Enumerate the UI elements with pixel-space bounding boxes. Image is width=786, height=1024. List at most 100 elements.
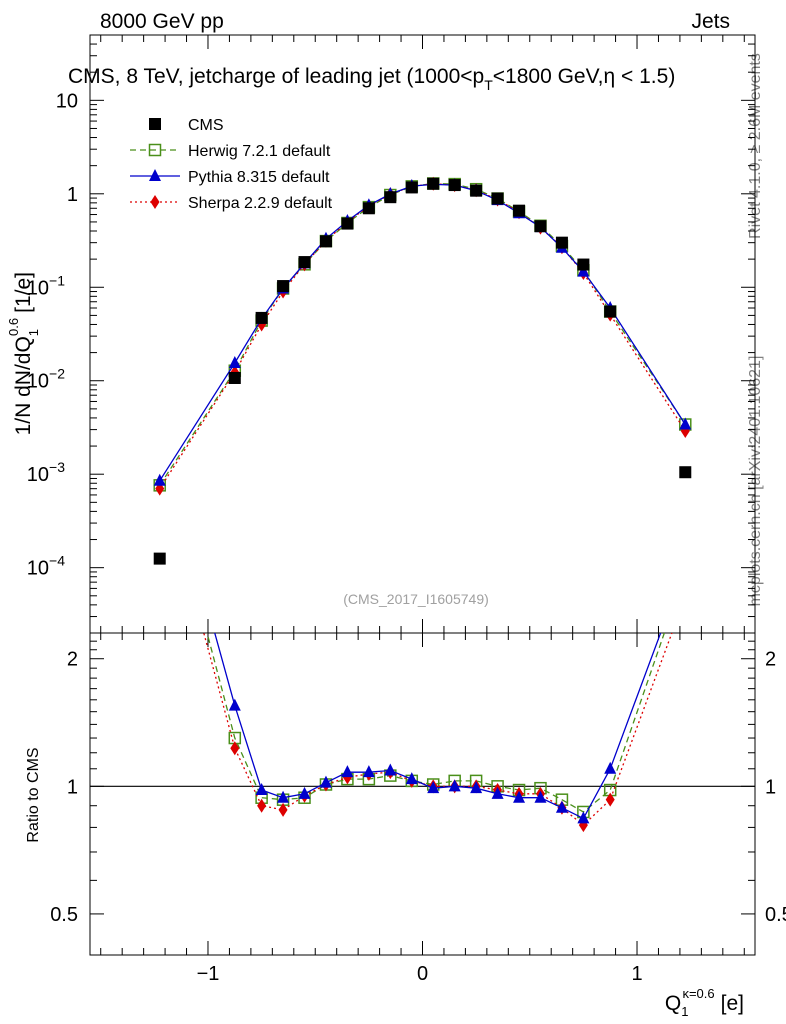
- chart-title-part1: CMS, 8 TeV, jetcharge of leading jet (10…: [68, 65, 484, 88]
- data-point-cms: [384, 191, 397, 204]
- ratio-point-herwig: [154, 448, 165, 459]
- ratio-point-pythia: [534, 790, 547, 803]
- legend-label: Pythia 8.315 default: [188, 169, 330, 186]
- legend-item: Herwig 7.2.1 default: [130, 143, 331, 160]
- y-tick-label: 1: [67, 184, 78, 206]
- data-point-cms: [577, 258, 590, 271]
- ratio-point-sherpa: [278, 802, 288, 817]
- header-process-label: Jets: [691, 10, 730, 33]
- ratio-point-pythia: [427, 781, 440, 794]
- data-point-cms: [513, 204, 526, 217]
- y-tick-base: 10: [27, 277, 49, 299]
- x-tick-label: 1: [631, 963, 642, 985]
- y-tick-base: 10: [27, 558, 49, 580]
- ratio-y-tick-label-right: 0.5: [765, 904, 786, 926]
- data-point-cms: [470, 184, 483, 197]
- legend-item: Sherpa 2.2.9 default: [130, 195, 333, 212]
- ratio-point-pythia: [679, 560, 691, 572]
- data-point-pythia: [153, 473, 166, 486]
- data-point-cms: [604, 305, 617, 318]
- ratio-point-sherpa: [605, 792, 615, 807]
- ratio-point-pythia: [448, 779, 461, 792]
- data-point-cms: [362, 202, 375, 215]
- chart-title-part2: <1800 GeV,η < 1.5): [493, 65, 676, 88]
- ratio-point-sherpa: [230, 741, 240, 756]
- ratio-point-pythia: [277, 790, 290, 803]
- x-axis-label-sup: κ=0.6: [682, 986, 714, 1001]
- y-tick-label: 10−3: [27, 459, 65, 486]
- ratio-point-pythia: [577, 811, 590, 824]
- data-point-pythia: [228, 355, 241, 368]
- y-tick-exponent: −3: [49, 459, 65, 475]
- y-tick-base: 10: [27, 464, 49, 486]
- chart-title: CMS, 8 TeV, jetcharge of leading jet (10…: [68, 65, 675, 93]
- ratio-point-pythia: [362, 765, 375, 778]
- ratio-point-pythia: [470, 781, 483, 794]
- chart-title-sub: T: [484, 77, 493, 93]
- ratio-plot-panel: −1 0 1 2 2 1 1 0.5 0.5: [50, 426, 786, 985]
- ratio-point-pythia: [154, 426, 166, 438]
- y-tick-label: 10−1: [27, 272, 65, 299]
- x-axis-label: Q1 κ=0.6 [e]: [665, 986, 744, 1019]
- x-axis-label-sub: 1: [681, 1004, 688, 1019]
- analysis-id-label: (CMS_2017_I1605749): [343, 591, 489, 607]
- y-axis-label-sub: 1: [26, 329, 41, 336]
- ratio-plot-frame: [89, 632, 756, 956]
- legend: CMS Herwig 7.2.1 default Pythia 8.315 defa…: [130, 117, 333, 212]
- data-point-cms: [405, 181, 418, 194]
- x-axis-label-q: Q: [665, 992, 681, 1015]
- ratio-point-pythia: [255, 783, 268, 796]
- data-point-cms: [255, 311, 268, 324]
- ratio-y-axis-label: Ratio to CMS: [25, 747, 42, 842]
- legend-marker: [149, 118, 161, 130]
- data-point-cms: [153, 552, 166, 565]
- data-point-cms: [341, 217, 354, 230]
- legend-label: Sherpa 2.2.9 default: [188, 195, 333, 212]
- ratio-point-pythia: [491, 786, 504, 799]
- data-point-cms: [555, 236, 568, 249]
- data-point-cms: [679, 466, 692, 479]
- data-point-pythia: [679, 417, 692, 430]
- ratio-point-pythia: [555, 800, 568, 813]
- x-tick-label: −1: [197, 963, 220, 985]
- main-series-group: [153, 176, 692, 565]
- ratio-point-pythia: [298, 786, 311, 799]
- ratio-point-pythia: [228, 698, 241, 711]
- ratio-point-herwig: [680, 567, 691, 578]
- legend-label: Herwig 7.2.1 default: [188, 143, 331, 160]
- y-tick-label: 10: [56, 90, 78, 112]
- y-tick-exponent: −2: [49, 366, 65, 382]
- ratio-point-sherpa: [681, 590, 690, 604]
- y-tick-label: 10−4: [27, 553, 65, 580]
- legend-marker: [149, 169, 161, 181]
- ratio-y-tick-label: 0.5: [50, 904, 78, 926]
- x-tick-label: 0: [417, 963, 428, 985]
- data-point-cms: [319, 235, 332, 248]
- ratio-point-pythia: [341, 765, 354, 778]
- series-line-pythia: [159, 183, 686, 482]
- legend-label: CMS: [188, 117, 224, 134]
- legend-item: Pythia 8.315 default: [130, 169, 330, 186]
- data-point-cms: [277, 280, 290, 293]
- data-point-pythia: [577, 264, 590, 277]
- legend-marker: [148, 143, 162, 157]
- ratio-line-pythia: [214, 633, 662, 820]
- ratio-point-pythia: [319, 775, 332, 788]
- ratio-y-tick-label: 2: [67, 649, 78, 671]
- y-tick-base: 10: [27, 371, 49, 393]
- x-axis-label-unit: [e]: [721, 992, 744, 1015]
- data-point-cms: [228, 371, 241, 384]
- y-tick-exponent: −4: [49, 553, 65, 569]
- series-line-herwig: [159, 182, 686, 486]
- ratio-y-tick-label-right: 2: [765, 649, 776, 671]
- data-point-cms: [298, 256, 311, 269]
- legend-item: CMS: [149, 117, 224, 134]
- y-tick-base: 1: [67, 184, 78, 206]
- y-tick-exponent: −1: [49, 272, 65, 288]
- ratio-y-tick-label: 1: [67, 776, 78, 798]
- ratio-point-pythia: [405, 772, 418, 785]
- ratio-series-group: [154, 426, 691, 833]
- y-axis-label-part: 1/N dN/dQ: [12, 336, 35, 435]
